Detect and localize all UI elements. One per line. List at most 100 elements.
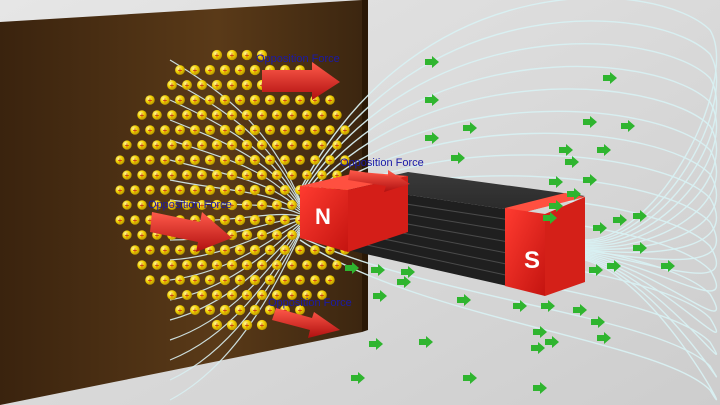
charge-sign: + xyxy=(163,186,168,195)
charge: + xyxy=(317,170,327,180)
charge: + xyxy=(122,170,132,180)
south-pole-top xyxy=(505,193,585,212)
force-arrow-2-shape xyxy=(348,170,410,192)
charge-sign: + xyxy=(230,81,235,90)
charge-sign: + xyxy=(245,111,250,120)
charge: + xyxy=(167,80,177,90)
charge-sign: + xyxy=(118,216,123,225)
charge-sign: + xyxy=(223,96,228,105)
charge-sign: + xyxy=(245,201,250,210)
charge: + xyxy=(226,319,238,331)
field-line xyxy=(299,239,718,401)
charge-sign: + xyxy=(260,141,265,150)
force-arrow-4-shape xyxy=(272,308,340,338)
field-arrow xyxy=(597,144,611,156)
field-line xyxy=(299,0,718,241)
charge: + xyxy=(182,80,192,90)
charge-sign: + xyxy=(320,171,325,180)
charge: + xyxy=(196,79,208,91)
charge: + xyxy=(219,274,231,286)
charge-sign: + xyxy=(215,201,220,210)
charge-sign: + xyxy=(260,291,265,300)
charge-sign: + xyxy=(245,141,250,150)
charge-sign: + xyxy=(170,261,175,270)
stripe xyxy=(347,240,506,276)
charge-sign: + xyxy=(200,291,205,300)
charge-sign: + xyxy=(178,276,183,285)
charge: + xyxy=(302,140,312,150)
charge: + xyxy=(249,274,261,286)
field-arrow xyxy=(425,56,439,68)
charge: + xyxy=(211,289,223,301)
charge: + xyxy=(271,229,283,241)
charge-sign: + xyxy=(290,261,295,270)
force-arrow-1-shape xyxy=(262,62,340,100)
charge: + xyxy=(219,154,231,166)
charge: + xyxy=(310,275,320,285)
charge-sign: + xyxy=(238,246,243,255)
charge: + xyxy=(310,245,320,255)
charge-sign: + xyxy=(313,276,318,285)
charge: + xyxy=(287,230,297,240)
charge-sign: + xyxy=(260,51,265,60)
charge-sign: + xyxy=(118,186,123,195)
field-arrow xyxy=(451,152,465,164)
charge: + xyxy=(219,214,231,226)
charge: + xyxy=(204,274,216,286)
charge: + xyxy=(219,304,231,316)
charge: + xyxy=(167,200,177,210)
charge: + xyxy=(211,259,223,271)
charge: + xyxy=(249,94,261,106)
charge-sign: + xyxy=(148,156,153,165)
south-pole-side xyxy=(545,197,585,296)
charge-sign: + xyxy=(193,66,198,75)
charge: + xyxy=(271,139,283,151)
charge-sign: + xyxy=(283,186,288,195)
force-arrow-1: Opposition Force xyxy=(256,53,340,100)
charge: + xyxy=(256,259,268,271)
charge: + xyxy=(295,245,305,255)
charge: + xyxy=(234,154,246,166)
charge: + xyxy=(271,169,283,181)
charge: + xyxy=(145,95,155,105)
charge-sign: + xyxy=(170,171,175,180)
charge: + xyxy=(325,155,335,165)
charge-sign: + xyxy=(133,246,138,255)
charge: + xyxy=(295,305,305,315)
charge: + xyxy=(211,319,223,331)
field-arrow xyxy=(607,260,621,272)
charge-sign: + xyxy=(125,231,130,240)
charge: + xyxy=(196,169,208,181)
charge: + xyxy=(122,200,132,210)
charge-sign: + xyxy=(238,156,243,165)
charge: + xyxy=(287,290,297,300)
charge-sign: + xyxy=(200,261,205,270)
charge: + xyxy=(264,154,276,166)
charge: + xyxy=(196,109,208,121)
charge: + xyxy=(175,305,185,315)
charge: + xyxy=(295,155,305,165)
charge-sign: + xyxy=(230,261,235,270)
charge-sign: + xyxy=(328,156,333,165)
charge: + xyxy=(175,245,185,255)
charge-sign: + xyxy=(170,141,175,150)
charge-sign: + xyxy=(215,51,220,60)
charge-sign: + xyxy=(245,231,250,240)
field-arrow xyxy=(425,94,439,106)
force-label-4: Opposition Force xyxy=(268,297,352,309)
charge-sign: + xyxy=(140,231,145,240)
charge-sign: + xyxy=(230,111,235,120)
charge: + xyxy=(332,260,342,270)
charge-sign: + xyxy=(193,126,198,135)
charge: + xyxy=(256,229,268,241)
charge: + xyxy=(256,169,268,181)
charge-sign: + xyxy=(313,126,318,135)
charge: + xyxy=(130,125,140,135)
charge-sign: + xyxy=(140,111,145,120)
charge: + xyxy=(295,125,305,135)
charge: + xyxy=(226,79,238,91)
charge: + xyxy=(182,110,192,120)
charge: + xyxy=(249,214,261,226)
charge: + xyxy=(325,245,335,255)
charge-sign: + xyxy=(260,321,265,330)
